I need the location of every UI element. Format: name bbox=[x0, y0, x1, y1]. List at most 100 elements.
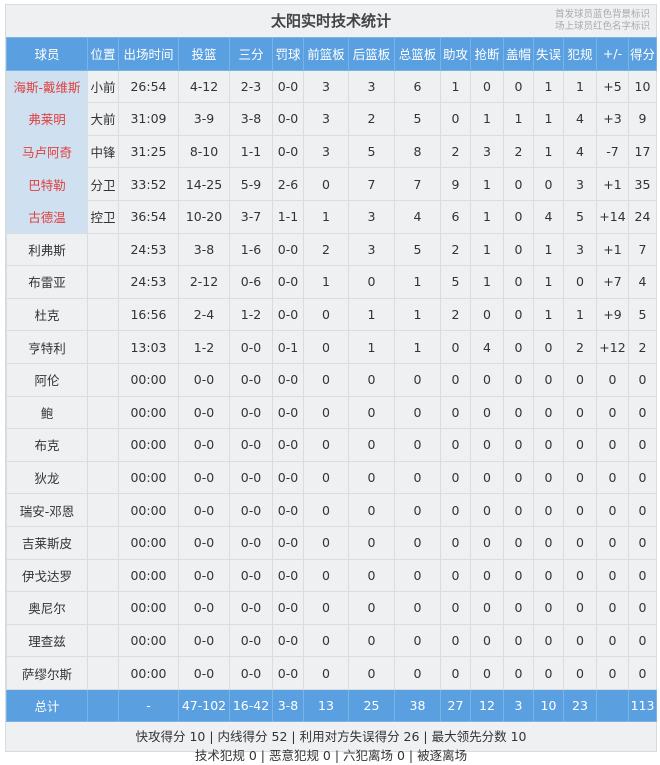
stat-cell: 0 bbox=[348, 525, 395, 560]
stat-cell: 0 bbox=[303, 362, 349, 397]
stat-cell: 0 bbox=[596, 493, 629, 527]
player-name[interactable]: 伊戈达罗 bbox=[6, 558, 88, 593]
stat-cell: 0-0 bbox=[229, 395, 273, 430]
total-row: 总计 -47-102 16-42 3-8 13 25 38 27 12 3 10 23 113 bbox=[6, 688, 657, 723]
total-cell bbox=[87, 688, 119, 723]
stat-cell: 1-6 bbox=[229, 232, 273, 267]
stat-cell: 0 bbox=[533, 362, 564, 397]
stat-cell: 4 bbox=[533, 199, 564, 234]
stat-cell: 0-0 bbox=[178, 558, 230, 593]
stat-cell: 7 bbox=[348, 167, 395, 201]
stat-cell: 0 bbox=[533, 525, 564, 560]
stat-cell: 0 bbox=[503, 591, 534, 625]
stat-cell: 1 bbox=[503, 102, 534, 136]
stat-cell: 0 bbox=[563, 460, 597, 495]
stat-cell: 0 bbox=[628, 525, 657, 560]
stat-cell: 控卫 bbox=[87, 199, 119, 234]
total-cell: 13 bbox=[303, 688, 349, 723]
stat-cell: 0 bbox=[303, 297, 349, 332]
panel-title: 太阳实时技术统计 首发球员蓝色背景标识 场上球员红色名字标识 bbox=[6, 5, 656, 37]
player-name[interactable]: 鲍 bbox=[6, 395, 88, 430]
stat-cell: 0 bbox=[503, 167, 534, 201]
player-name[interactable]: 奥尼尔 bbox=[6, 591, 88, 625]
stat-cell: 0 bbox=[503, 69, 534, 104]
stat-cell: 4 bbox=[563, 102, 597, 136]
player-row: 理查兹 00:00 0-0 0-0 0-0 0 0 0 0 0 0 0 0 0 0 bbox=[6, 623, 657, 658]
player-row: 亨特利 13:03 1-2 0-0 0-1 0 1 1 0 4 0 0 2 +12 2 bbox=[6, 330, 657, 364]
stat-cell: 0-0 bbox=[229, 330, 273, 364]
header-row: 球员 位置 出场时间 投篮 三分 罚球 前篮板 后篮板 总篮板 助攻 抢断 盖帽 失误 犯规 +/- 得分 bbox=[6, 37, 657, 71]
stat-cell: 3-9 bbox=[178, 102, 230, 136]
total-cell: 47-102 bbox=[178, 688, 230, 723]
stat-cell: 0 bbox=[394, 525, 441, 560]
stat-cell: 0 bbox=[533, 623, 564, 658]
stat-cell: 4-12 bbox=[178, 69, 230, 104]
stat-cell: 0 bbox=[533, 395, 564, 430]
player-name[interactable]: 布克 bbox=[6, 428, 88, 462]
stat-cell: 5 bbox=[563, 199, 597, 234]
stat-cell: 0-0 bbox=[272, 69, 304, 104]
player-name[interactable]: 布雷亚 bbox=[6, 265, 88, 299]
stat-cell bbox=[87, 232, 119, 267]
stat-cell: 0 bbox=[470, 362, 504, 397]
stat-cell: 0 bbox=[303, 428, 349, 462]
stat-cell: 1 bbox=[533, 297, 564, 332]
player-name[interactable]: 杜克 bbox=[6, 297, 88, 332]
stat-cell: 1-1 bbox=[272, 199, 304, 234]
player-name[interactable]: 巴特勒 bbox=[6, 167, 88, 201]
player-name[interactable]: 利弗斯 bbox=[6, 232, 88, 267]
column-header: 位置 bbox=[87, 37, 119, 71]
stat-cell: 0 bbox=[628, 591, 657, 625]
player-name[interactable]: 弗莱明 bbox=[6, 102, 88, 136]
stat-cell: 0 bbox=[303, 623, 349, 658]
stat-cell: 0 bbox=[348, 623, 395, 658]
player-name[interactable]: 阿伦 bbox=[6, 362, 88, 397]
player-name[interactable]: 吉莱斯皮 bbox=[6, 525, 88, 560]
stat-cell: 0 bbox=[394, 362, 441, 397]
stat-cell: 3-8 bbox=[229, 102, 273, 136]
stat-cell: +3 bbox=[596, 102, 629, 136]
stat-cell: 3 bbox=[348, 232, 395, 267]
stat-cell: 0-0 bbox=[272, 558, 304, 593]
stat-cell: 0-0 bbox=[178, 395, 230, 430]
stat-cell: 0 bbox=[394, 591, 441, 625]
stat-cell: 0 bbox=[503, 297, 534, 332]
stat-cell: 0-0 bbox=[272, 265, 304, 299]
stat-cell: 2 bbox=[503, 134, 534, 169]
column-header: 出场时间 bbox=[118, 37, 179, 71]
player-name[interactable]: 瑞安-邓恩 bbox=[6, 493, 88, 527]
column-header: 后篮板 bbox=[348, 37, 395, 71]
stat-cell: 0 bbox=[628, 558, 657, 593]
stat-cell: 0-0 bbox=[178, 428, 230, 462]
stat-cell: 1 bbox=[470, 232, 504, 267]
stat-cell: 6 bbox=[440, 199, 471, 234]
column-header: 盖帽 bbox=[503, 37, 534, 71]
player-name[interactable]: 海斯-戴维斯 bbox=[6, 69, 88, 104]
stat-cell: 0-0 bbox=[272, 134, 304, 169]
stat-cell: 0 bbox=[348, 428, 395, 462]
stat-cell: 0-0 bbox=[178, 591, 230, 625]
stat-cell: 0-0 bbox=[229, 656, 273, 690]
player-name[interactable]: 狄龙 bbox=[6, 460, 88, 495]
stat-cell: 0-0 bbox=[229, 460, 273, 495]
stat-cell: 0 bbox=[470, 558, 504, 593]
stat-cell bbox=[87, 623, 119, 658]
stat-cell: 0 bbox=[563, 265, 597, 299]
stat-cell: 00:00 bbox=[118, 656, 179, 690]
player-name[interactable]: 理查兹 bbox=[6, 623, 88, 658]
player-row: 布雷亚 24:53 2-12 0-6 0-0 1 0 1 5 1 0 1 0 +7 4 bbox=[6, 265, 657, 299]
stat-cell bbox=[87, 265, 119, 299]
stat-cell: 26:54 bbox=[118, 69, 179, 104]
player-name[interactable]: 马卢阿奇 bbox=[6, 134, 88, 169]
stat-cell: 10 bbox=[628, 69, 657, 104]
player-name[interactable]: 亨特利 bbox=[6, 330, 88, 364]
stat-cell: 0 bbox=[596, 623, 629, 658]
stat-cell: 14-25 bbox=[178, 167, 230, 201]
player-name[interactable]: 古德温 bbox=[6, 199, 88, 234]
legend: 首发球员蓝色背景标识 场上球员红色名字标识 bbox=[555, 9, 650, 33]
stat-cell: 0-6 bbox=[229, 265, 273, 299]
player-row: 伊戈达罗 00:00 0-0 0-0 0-0 0 0 0 0 0 0 0 0 0 0 bbox=[6, 558, 657, 593]
player-name[interactable]: 萨缪尔斯 bbox=[6, 656, 88, 690]
total-cell bbox=[596, 688, 629, 723]
stat-cell: 5 bbox=[394, 232, 441, 267]
